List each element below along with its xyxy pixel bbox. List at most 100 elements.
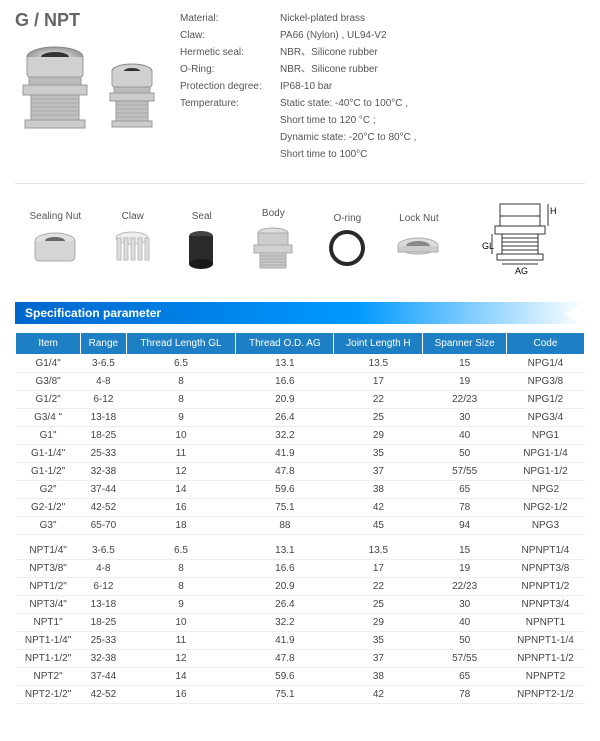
table-cell: 4-8: [81, 373, 126, 391]
table-cell: 50: [423, 445, 506, 463]
table-cell: 37: [334, 463, 423, 481]
table-row: NPT1-1/2"32-381247.83757/55NPNPT1-1/2: [16, 650, 585, 668]
table-cell: 75.1: [236, 686, 334, 704]
table-cell: 40: [423, 427, 506, 445]
table-cell: 37-44: [81, 668, 126, 686]
table-cell: NPT2-1/2": [16, 686, 81, 704]
table-cell: NPNPT1-1/2: [506, 650, 584, 668]
table-cell: 32-38: [81, 463, 126, 481]
table-cell: 32-38: [81, 650, 126, 668]
table-cell: 42-52: [81, 499, 126, 517]
table-cell: 42-52: [81, 686, 126, 704]
spec-value: PA66 (Nylon) , UL94-V2: [280, 27, 387, 44]
sealing-nut-icon: [30, 226, 80, 271]
dimension-diagram: H GL AG: [480, 199, 570, 282]
table-cell: NPT1": [16, 614, 81, 632]
table-cell: 16.6: [236, 560, 334, 578]
table-cell: 9: [126, 409, 236, 427]
table-cell: 13.1: [236, 355, 334, 373]
table-cell: 40: [423, 614, 506, 632]
table-cell: 65-70: [81, 517, 126, 535]
table-cell: 12: [126, 463, 236, 481]
divider: [15, 183, 585, 184]
table-header: Spanner Size: [423, 333, 506, 355]
table-cell: G1-1/4": [16, 445, 81, 463]
table-cell: 3-6.5: [81, 355, 126, 373]
table-cell: 22: [334, 391, 423, 409]
spec-value: Dynamic state: -20°C to 80°C ,: [280, 129, 416, 146]
table-cell: 78: [423, 686, 506, 704]
table-cell: NPNPT3/4: [506, 596, 584, 614]
table-cell: NPG1-1/2: [506, 463, 584, 481]
spec-table: ItemRangeThread Length GLThread O.D. AGJ…: [15, 332, 585, 704]
spec-label: Material:: [180, 10, 280, 27]
table-row: NPT3/4"13-18926.42530NPNPT3/4: [16, 596, 585, 614]
table-cell: G3/4 ": [16, 409, 81, 427]
table-row: G3/4 "13-18926.42530NPG3/4: [16, 409, 585, 427]
table-cell: NPG3: [506, 517, 584, 535]
table-cell: 45: [334, 517, 423, 535]
table-cell: 29: [334, 614, 423, 632]
table-cell: NPG3/8: [506, 373, 584, 391]
table-cell: G1/2": [16, 391, 81, 409]
claw-icon: [110, 226, 155, 271]
table-cell: 26.4: [236, 596, 334, 614]
table-header: Range: [81, 333, 126, 355]
table-cell: 6.5: [126, 355, 236, 373]
table-header: Item: [16, 333, 81, 355]
table-cell: 42: [334, 686, 423, 704]
table-cell: 35: [334, 632, 423, 650]
spec-label: [180, 146, 280, 163]
table-cell: NPT1-1/2": [16, 650, 81, 668]
table-row: G1-1/2"32-381247.83757/55NPG1-1/2: [16, 463, 585, 481]
table-cell: 94: [423, 517, 506, 535]
locknut-icon: [396, 228, 441, 268]
table-cell: 30: [423, 596, 506, 614]
table-cell: 38: [334, 668, 423, 686]
table-cell: NPT1/2": [16, 578, 81, 596]
table-cell: 20.9: [236, 578, 334, 596]
table-cell: 15: [423, 535, 506, 560]
table-cell: G1": [16, 427, 81, 445]
table-cell: 13.5: [334, 535, 423, 560]
table-cell: 65: [423, 668, 506, 686]
spec-value: Short time to 120 °C ;: [280, 112, 376, 129]
table-cell: 25-33: [81, 632, 126, 650]
table-cell: NPNPT3/8: [506, 560, 584, 578]
table-cell: 75.1: [236, 499, 334, 517]
table-cell: 15: [423, 355, 506, 373]
table-cell: 6-12: [81, 578, 126, 596]
table-cell: 12: [126, 650, 236, 668]
spec-label: Temperature:: [180, 95, 280, 112]
table-cell: NPG1: [506, 427, 584, 445]
table-cell: 14: [126, 668, 236, 686]
table-cell: 19: [423, 560, 506, 578]
table-cell: 41.9: [236, 445, 334, 463]
table-cell: NPG2-1/2: [506, 499, 584, 517]
table-cell: 22: [334, 578, 423, 596]
table-cell: 35: [334, 445, 423, 463]
table-cell: 17: [334, 373, 423, 391]
table-cell: 47.8: [236, 650, 334, 668]
table-cell: NPG2: [506, 481, 584, 499]
table-row: NPT3/8"4-8816.61719NPNPT3/8: [16, 560, 585, 578]
table-cell: NPNPT1: [506, 614, 584, 632]
spec-label: [180, 112, 280, 129]
part-label: Lock Nut: [399, 213, 438, 224]
table-cell: 13-18: [81, 409, 126, 427]
table-cell: 41.9: [236, 632, 334, 650]
table-cell: 16.6: [236, 373, 334, 391]
table-cell: NPT3/4": [16, 596, 81, 614]
table-cell: 29: [334, 427, 423, 445]
table-cell: 13.5: [334, 355, 423, 373]
table-cell: 25-33: [81, 445, 126, 463]
table-cell: 32.2: [236, 427, 334, 445]
table-row: G1/2"6-12820.92222/23NPG1/2: [16, 391, 585, 409]
table-cell: NPG1/2: [506, 391, 584, 409]
part-label: O-ring: [333, 213, 361, 224]
table-cell: 4-8: [81, 560, 126, 578]
table-row: NPT2"37-441459.63865NPNPT2: [16, 668, 585, 686]
section-header: Specification parameter: [15, 302, 585, 324]
table-row: NPT1"18-251032.22940NPNPT1: [16, 614, 585, 632]
table-cell: 16: [126, 686, 236, 704]
